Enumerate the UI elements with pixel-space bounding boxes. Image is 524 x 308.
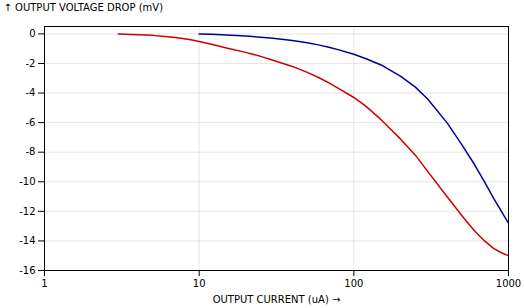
svg-text:1000: 1000 [496, 278, 521, 289]
svg-text:100: 100 [344, 278, 363, 289]
svg-text:-10: -10 [19, 176, 35, 187]
svg-text:0: 0 [29, 28, 35, 39]
svg-text:-12: -12 [19, 206, 35, 217]
svg-text:-2: -2 [26, 58, 36, 69]
svg-text:-14: -14 [19, 235, 35, 246]
svg-text:-6: -6 [26, 117, 36, 128]
svg-text:-8: -8 [26, 146, 36, 157]
svg-text:-16: -16 [19, 265, 35, 276]
svg-text:OUTPUT CURRENT (uA) →: OUTPUT CURRENT (uA) → [213, 294, 341, 305]
svg-text:-4: -4 [26, 87, 36, 98]
svg-text:1: 1 [41, 278, 47, 289]
svg-text:10: 10 [193, 278, 206, 289]
svg-text:↑ OUTPUT VOLTAGE DROP (mV): ↑ OUTPUT VOLTAGE DROP (mV) [4, 2, 164, 13]
